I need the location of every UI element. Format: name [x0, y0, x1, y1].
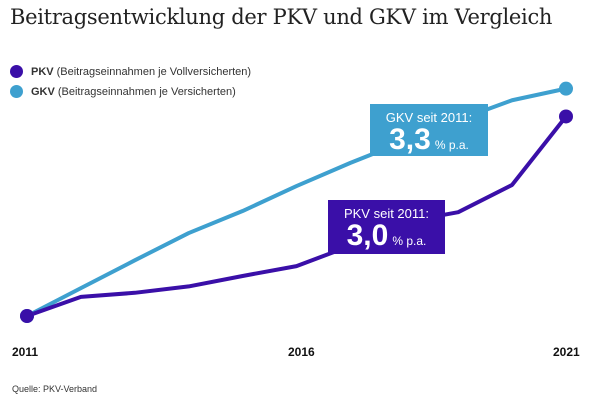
gkv-annotation-box: GKV seit 2011: 3,3% p.a.: [370, 104, 488, 156]
pkv-annotation-box: PKV seit 2011: 3,0% p.a.: [328, 200, 445, 254]
annotation-unit: % p.a.: [434, 138, 469, 152]
annotation-unit: % p.a.: [392, 234, 427, 248]
annotation-label: GKV seit 2011:: [385, 110, 473, 125]
chart-title: Beitragsentwicklung der PKV und GKV im V…: [10, 5, 553, 29]
annotation-value: 3,0: [346, 219, 389, 252]
annotation-label: PKV seit 2011:: [343, 206, 430, 221]
annotation-value: 3,3: [389, 123, 431, 156]
legend-item-gkv: GKV (Beitragseinnahmen je Versicherten): [10, 85, 236, 98]
legend-desc: (Beitragseinnahmen je Vollversicherten): [56, 65, 252, 78]
legend-key: PKV: [31, 65, 54, 78]
x-tick-label: 2016: [288, 345, 315, 359]
gkv-point-2021: [559, 81, 573, 96]
pkv-series-line: [26, 115, 568, 318]
x-tick-label: 2021: [553, 345, 580, 359]
legend-desc: (Beitragseinnahmen je Versicherten): [57, 85, 236, 98]
x-tick-label: 2011: [12, 345, 39, 359]
legend-key: GKV: [31, 85, 55, 98]
pkv-point-2011: [20, 309, 34, 323]
gkv-legend-dot-icon: [10, 85, 23, 98]
pkv-point-2021: [559, 109, 573, 124]
legend-item-pkv: PKV (Beitragseinnahmen je Vollversichert…: [10, 65, 251, 78]
pkv-legend-dot-icon: [10, 65, 23, 78]
source-note: Quelle: PKV-Verband: [12, 384, 98, 394]
